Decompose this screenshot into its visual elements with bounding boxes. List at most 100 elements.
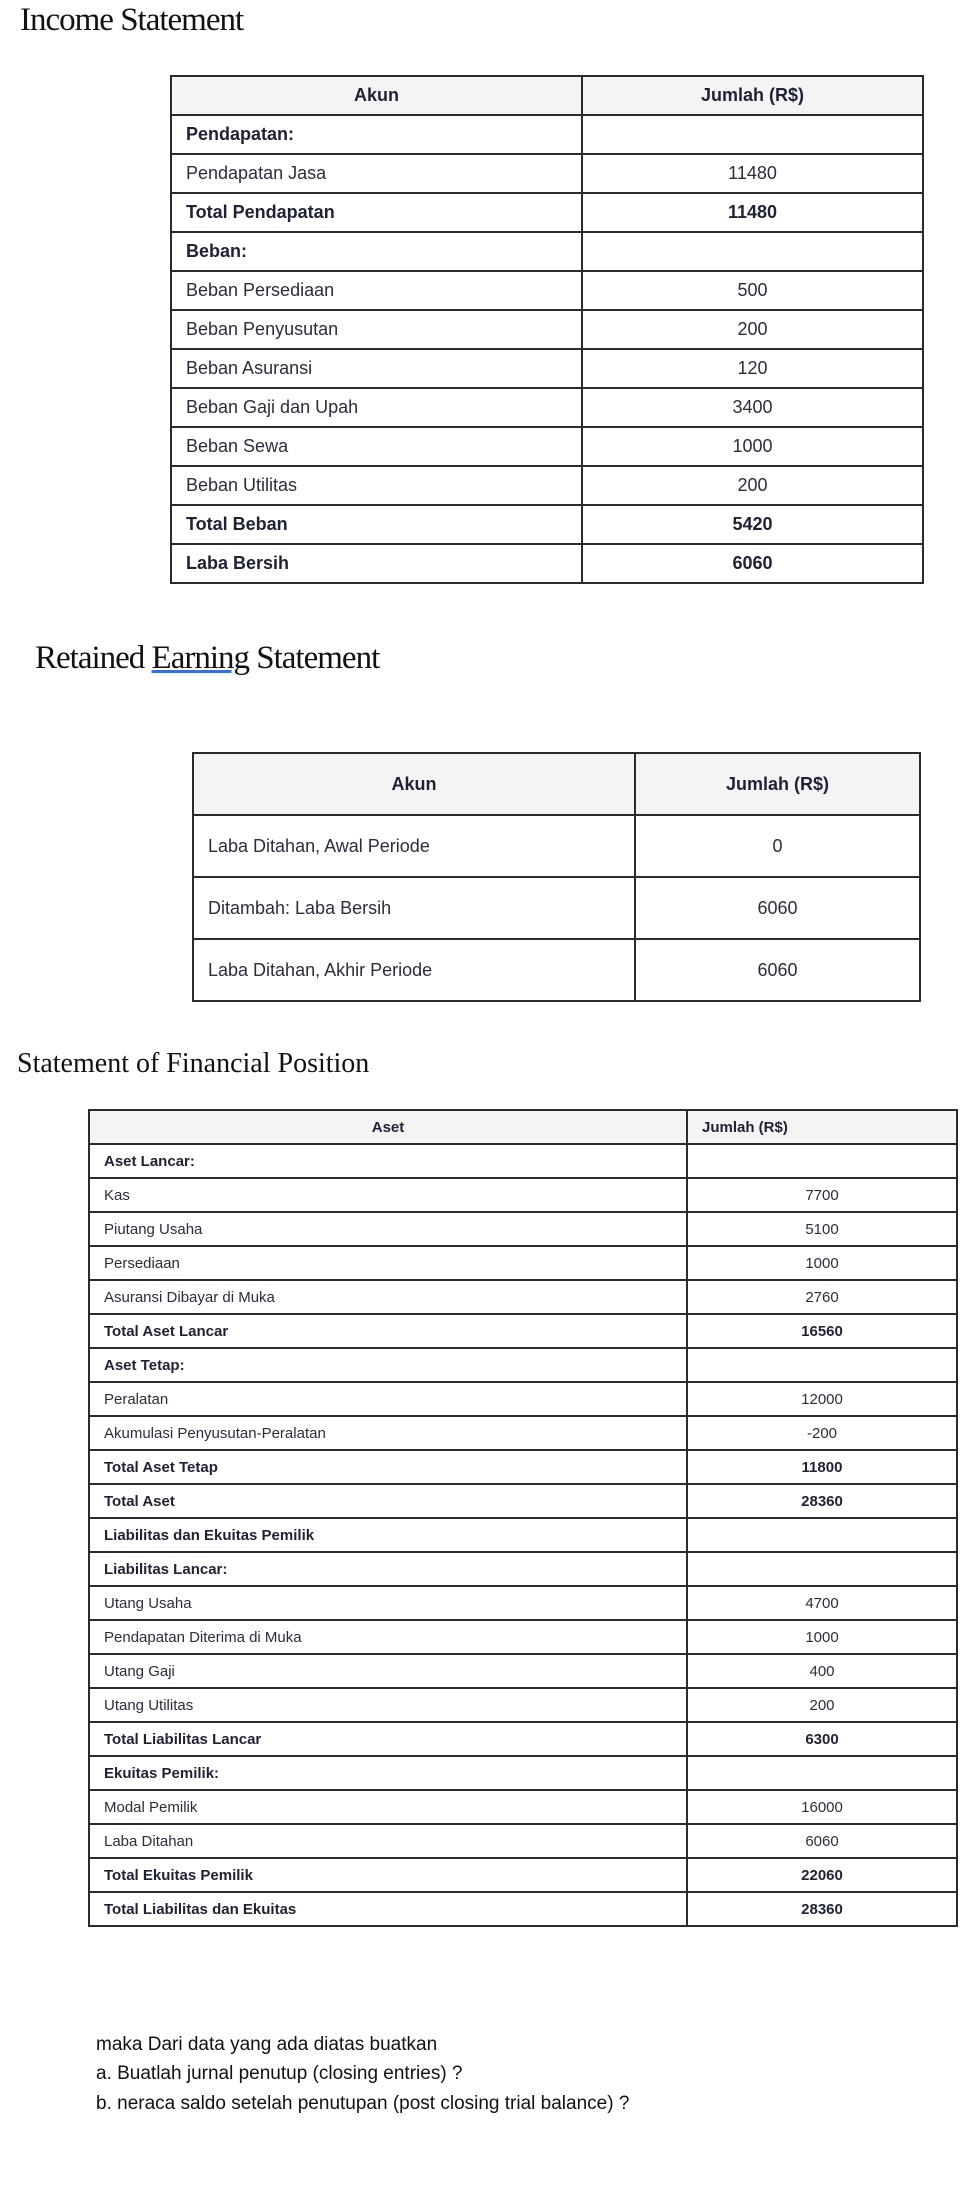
amount-value: 5420 [581,504,924,545]
table-row: Laba Ditahan 6060 [88,1823,958,1859]
account-label: Total Ekuitas Pemilik [88,1857,688,1893]
account-label: Modal Pemilik [88,1789,688,1825]
table-row: Laba Ditahan, Awal Periode 0 [192,814,921,878]
table-row: Total Ekuitas Pemilik 22060 [88,1857,958,1893]
account-label: Total Aset Lancar [88,1313,688,1349]
amount-value [581,114,924,155]
amount-value [686,1143,958,1179]
financial-position-title: Statement of Financial Position [17,1048,370,1079]
table-row: Kas 7700 [88,1177,958,1213]
amount-value: -200 [686,1415,958,1451]
table-row: Ekuitas Pemilik: [88,1755,958,1791]
amount-value: 11800 [686,1449,958,1485]
header-akun: Akun [192,752,636,816]
amount-value [686,1551,958,1587]
table-row: Pendapatan: [170,114,924,155]
header-jumlah: Jumlah (R$) [634,752,921,816]
account-label: Beban Persediaan [170,270,583,311]
table-row: Laba Bersih 6060 [170,543,924,584]
account-label: Laba Bersih [170,543,583,584]
account-label: Beban Asuransi [170,348,583,389]
amount-value: 11480 [581,153,924,194]
amount-value: 28360 [686,1483,958,1519]
header-aset: Aset [88,1109,688,1145]
account-label: Total Aset [88,1483,688,1519]
account-label: Utang Utilitas [88,1687,688,1723]
table-row: Total Beban 5420 [170,504,924,545]
header-jumlah: Jumlah (R$) [686,1109,958,1145]
table-row: Beban Sewa 1000 [170,426,924,467]
table-row: Total Liabilitas dan Ekuitas 28360 [88,1891,958,1927]
amount-value [581,231,924,272]
amount-value: 16000 [686,1789,958,1825]
table-row: Utang Gaji 400 [88,1653,958,1689]
account-label: Pendapatan Diterima di Muka [88,1619,688,1655]
table-row: Persediaan 1000 [88,1245,958,1281]
account-label: Ditambah: Laba Bersih [192,876,636,940]
table-row: Ditambah: Laba Bersih 6060 [192,876,921,940]
amount-value: 2760 [686,1279,958,1315]
amount-value: 4700 [686,1585,958,1621]
account-label: Beban Sewa [170,426,583,467]
table-header-row: Akun Jumlah (R$) [170,75,924,116]
account-label: Total Pendapatan [170,192,583,233]
account-label: Piutang Usaha [88,1211,688,1247]
table-row: Asuransi Dibayar di Muka 2760 [88,1279,958,1315]
table-row: Pendapatan Diterima di Muka 1000 [88,1619,958,1655]
amount-value: 200 [581,465,924,506]
amount-value: 500 [581,270,924,311]
account-label: Persediaan [88,1245,688,1281]
account-label: Utang Usaha [88,1585,688,1621]
table-row: Total Liabilitas Lancar 6300 [88,1721,958,1757]
account-label: Pendapatan: [170,114,583,155]
amount-value: 11480 [581,192,924,233]
title-part: Retained [35,640,152,676]
amount-value: 22060 [686,1857,958,1893]
amount-value: 120 [581,348,924,389]
account-label: Utang Gaji [88,1653,688,1689]
account-label: Liabilitas dan Ekuitas Pemilik [88,1517,688,1553]
table-row: Aset Lancar: [88,1143,958,1179]
retained-earning-title: Retained Earning Statement [35,640,380,677]
account-label: Beban Gaji dan Upah [170,387,583,428]
question-intro: maka Dari data yang ada diatas buatkan [96,2034,438,2055]
table-row: Total Aset Tetap 11800 [88,1449,958,1485]
table-row: Total Aset 28360 [88,1483,958,1519]
header-jumlah: Jumlah (R$) [581,75,924,116]
title-part: Statement [249,640,380,676]
table-row: Total Aset Lancar 16560 [88,1313,958,1349]
account-label: Aset Lancar: [88,1143,688,1179]
table-row: Total Pendapatan 11480 [170,192,924,233]
table-row: Beban Utilitas 200 [170,465,924,506]
financial-position-table: Aset Jumlah (R$) Aset Lancar: Kas 7700 Piut… [88,1109,958,1927]
amount-value [686,1755,958,1791]
amount-value: 200 [581,309,924,350]
income-statement-title: Income Statement [20,2,244,38]
amount-value: 7700 [686,1177,958,1213]
retained-earning-table: Akun Jumlah (R$) Laba Ditahan, Awal Peri… [192,752,921,1002]
amount-value: 6060 [634,938,921,1002]
account-label: Ekuitas Pemilik: [88,1755,688,1791]
amount-value: 400 [686,1653,958,1689]
table-row: Beban Persediaan 500 [170,270,924,311]
amount-value: 16560 [686,1313,958,1349]
income-statement-table: Akun Jumlah (R$) Pendapatan: Pendapatan J… [170,75,924,584]
table-row: Utang Utilitas 200 [88,1687,958,1723]
table-row: Aset Tetap: [88,1347,958,1383]
amount-value: 28360 [686,1891,958,1927]
account-label: Laba Ditahan, Akhir Periode [192,938,636,1002]
table-header-row: Akun Jumlah (R$) [192,752,921,816]
header-akun: Akun [170,75,583,116]
account-label: Beban: [170,231,583,272]
question-b: b. neraca saldo setelah penutupan (post … [96,2093,630,2114]
amount-value: 6060 [581,543,924,584]
table-row: Pendapatan Jasa 11480 [170,153,924,194]
account-label: Aset Tetap: [88,1347,688,1383]
amount-value: 1000 [686,1619,958,1655]
account-label: Beban Penyusutan [170,309,583,350]
amount-value [686,1517,958,1553]
amount-value: 200 [686,1687,958,1723]
account-label: Total Aset Tetap [88,1449,688,1485]
table-row: Modal Pemilik 16000 [88,1789,958,1825]
question-a: a. Buatlah jurnal penutup (closing entri… [96,2063,463,2084]
